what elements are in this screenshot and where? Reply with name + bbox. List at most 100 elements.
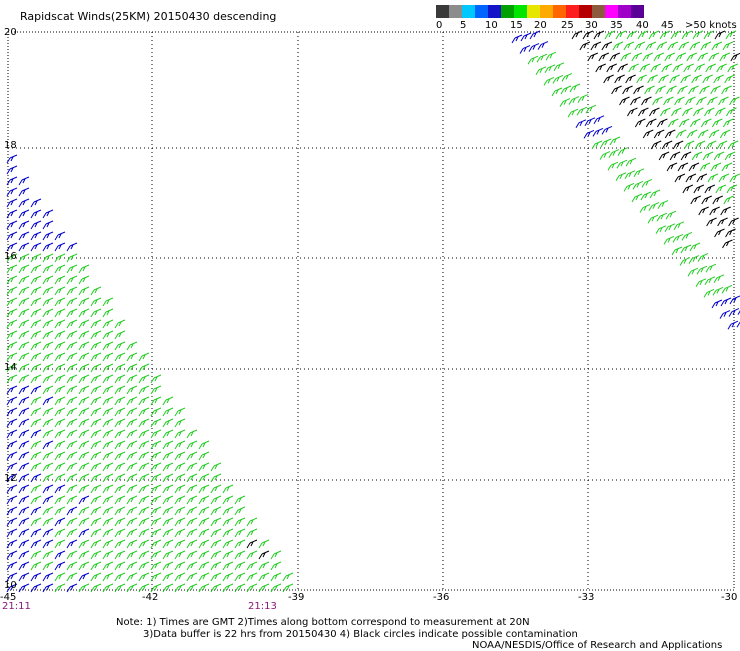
wind-barb xyxy=(606,63,617,73)
wind-barb xyxy=(66,385,78,395)
wind-barb xyxy=(162,561,174,571)
wind-barb xyxy=(54,253,66,263)
wind-barb xyxy=(66,429,78,439)
wind-barb xyxy=(138,561,150,571)
wind-barb xyxy=(42,286,54,296)
wind-barb xyxy=(150,440,162,450)
wind-barb xyxy=(6,341,18,351)
wind-barb xyxy=(186,495,198,505)
wind-barb xyxy=(678,41,690,51)
wind-barb xyxy=(693,184,705,194)
wind-barb xyxy=(6,220,18,230)
wind-barb xyxy=(114,572,126,582)
wind-barb xyxy=(670,30,682,40)
wind-barb xyxy=(174,506,186,516)
wind-barb xyxy=(6,374,18,384)
wind-barb xyxy=(18,275,30,285)
note-line-1: Note: 1) Times are GMT 2)Times along bot… xyxy=(116,617,530,628)
wind-barb xyxy=(54,341,66,351)
wind-barb xyxy=(571,30,583,40)
wind-barb xyxy=(234,506,246,516)
wind-barb xyxy=(66,506,78,516)
wind-barb xyxy=(707,96,718,106)
wind-barb xyxy=(657,200,669,209)
wind-barb xyxy=(90,341,102,351)
wind-barb xyxy=(162,473,174,483)
wind-barb xyxy=(583,129,595,139)
wind-barb xyxy=(18,286,30,296)
wind-barb xyxy=(114,396,126,406)
wind-barb xyxy=(210,495,222,505)
wind-barb xyxy=(66,407,78,417)
wind-barb xyxy=(30,484,42,494)
wind-barb xyxy=(234,528,246,538)
wind-barb xyxy=(126,440,138,450)
wind-barb xyxy=(186,484,198,494)
wind-barb xyxy=(90,572,102,582)
wind-barb xyxy=(42,297,54,307)
wind-barb xyxy=(102,374,114,384)
wind-barb xyxy=(150,506,162,516)
wind-barb xyxy=(126,517,138,527)
wind-barb xyxy=(42,561,54,571)
wind-barb xyxy=(162,528,174,538)
wind-barb xyxy=(624,170,636,180)
wind-barb xyxy=(697,52,709,62)
wind-barb xyxy=(18,550,30,560)
legend-swatch xyxy=(514,5,527,18)
wind-barb xyxy=(725,228,736,238)
wind-barb xyxy=(162,451,174,461)
wind-barb xyxy=(90,440,102,450)
wind-barb xyxy=(66,561,78,571)
wind-barb xyxy=(90,550,102,560)
wind-barb xyxy=(569,83,581,93)
wind-barb xyxy=(604,30,616,40)
wind-barb xyxy=(724,74,735,84)
wind-barb xyxy=(713,151,725,161)
wind-barb xyxy=(258,583,270,593)
wind-barb xyxy=(567,108,579,118)
wind-barb xyxy=(174,539,186,549)
wind-barb xyxy=(114,528,126,538)
wind-barb xyxy=(30,341,42,351)
wind-barb xyxy=(78,429,90,439)
lon-label-39: -39 xyxy=(288,592,305,603)
wind-barb xyxy=(54,374,66,384)
wind-barb xyxy=(150,550,162,560)
wind-barb xyxy=(697,129,709,139)
wind-barb xyxy=(66,286,78,296)
wind-barb xyxy=(150,495,162,505)
wind-barb xyxy=(78,473,90,483)
wind-barb xyxy=(693,107,704,117)
wind-barb xyxy=(623,182,635,192)
wind-barb xyxy=(234,517,246,527)
wind-barb xyxy=(66,451,78,461)
wind-barb xyxy=(246,528,258,538)
wind-barb xyxy=(282,572,294,582)
wind-barb xyxy=(722,239,733,249)
wind-barb xyxy=(30,275,42,285)
wind-barb xyxy=(246,583,258,593)
wind-barb xyxy=(559,98,571,107)
wind-barb xyxy=(675,52,687,62)
wind-barb xyxy=(162,506,174,516)
wind-barb xyxy=(6,473,18,483)
wind-barb xyxy=(6,198,18,208)
wind-barb xyxy=(102,297,114,307)
wind-barb xyxy=(528,43,540,52)
wind-barb xyxy=(698,206,709,216)
wind-barb xyxy=(198,550,210,560)
wind-barb xyxy=(576,106,588,116)
wind-barb xyxy=(587,52,599,62)
wind-barb xyxy=(270,561,282,571)
wind-barb xyxy=(695,278,707,288)
wind-barb xyxy=(6,231,18,241)
wind-barb xyxy=(42,572,54,582)
wind-barb xyxy=(30,517,42,527)
wind-barb xyxy=(6,572,18,582)
wind-barb xyxy=(150,572,162,582)
wind-barb xyxy=(729,295,740,305)
wind-barb xyxy=(78,440,90,450)
wind-barb xyxy=(78,341,90,351)
